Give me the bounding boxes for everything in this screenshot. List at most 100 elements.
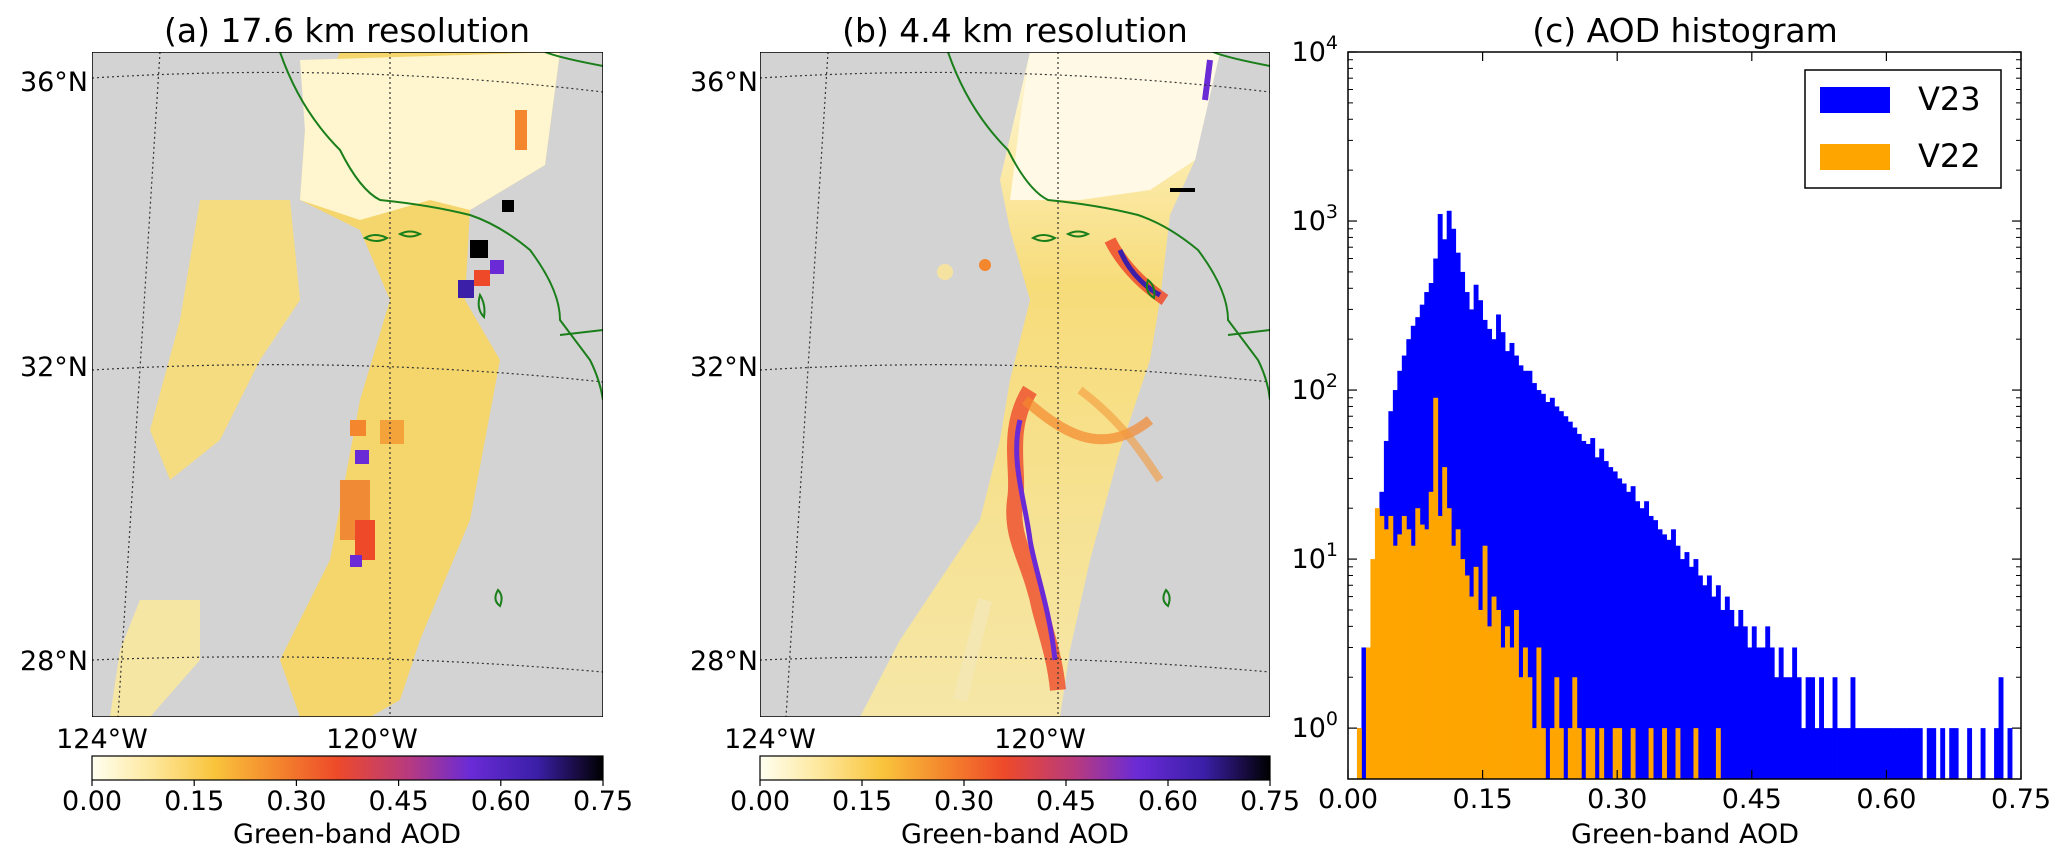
- bar-v23-107: [1828, 728, 1833, 779]
- bar-v23-99: [1792, 647, 1798, 779]
- bar-v23-126: [1913, 728, 1919, 779]
- bar-v23-36: [1509, 342, 1515, 779]
- bar-v22-42: [1536, 647, 1542, 779]
- bar-v23-50: [1572, 427, 1578, 779]
- bar-v23-69: [1657, 529, 1663, 779]
- bar-v23-24: [1455, 252, 1461, 779]
- bar-v22-67: [1648, 728, 1654, 779]
- bar-v23-93: [1765, 626, 1771, 779]
- bar-v23-22: [1446, 210, 1452, 779]
- panel-a-lat-32: 32°N: [20, 352, 88, 383]
- bar-v22-28: [1473, 566, 1479, 779]
- panel-a: (a) 17.6 km resolution: [20, 11, 633, 850]
- bar-v23-77: [1693, 559, 1699, 779]
- colorbar-a-tick-label-4: 0.60: [471, 786, 531, 817]
- bar-v22-39: [1522, 647, 1528, 779]
- panel-a-lon-124: 124°W: [56, 724, 148, 755]
- panel-b-title: (b) 4.4 km resolution: [842, 11, 1188, 50]
- bar-v23-96: [1778, 647, 1784, 779]
- bar-v23-38: [1518, 365, 1524, 779]
- bar-v23-46: [1554, 406, 1560, 779]
- bar-v23-49: [1567, 421, 1573, 779]
- bar-v23-62: [1626, 491, 1632, 779]
- panel-b-lon-124: 124°W: [724, 724, 816, 755]
- bar-v23-147: [2007, 728, 2013, 779]
- y-tick-label-3: 103: [1292, 201, 1338, 237]
- histogram-y-ticks: 100 101 102 103 104: [1292, 32, 2021, 744]
- bar-v23-44: [1545, 401, 1551, 779]
- panel-a-colorbar: 0.00 0.15 0.30 0.45 0.60 0.75 Green-band AOD: [62, 755, 633, 850]
- bar-v23-29: [1478, 300, 1483, 779]
- panel-b-lat-36: 36°N: [690, 67, 758, 98]
- bar-v23-76: [1688, 566, 1694, 779]
- bar-v23-84: [1724, 596, 1730, 779]
- bar-v22-15: [1415, 508, 1421, 779]
- bar-v23-92: [1760, 647, 1766, 779]
- bar-v23-82: [1715, 585, 1721, 779]
- bar-v23-65: [1639, 508, 1645, 779]
- bar-v23-20: [1437, 214, 1443, 779]
- panel-a-graticule: [92, 52, 603, 717]
- colorbar-a-tick-label-3: 0.45: [369, 786, 429, 817]
- bar-v23-58: [1608, 467, 1614, 779]
- bar-v23-79: [1702, 585, 1708, 779]
- bar-v22-22: [1446, 508, 1452, 779]
- bar-v22-4: [1365, 647, 1371, 779]
- bar-v22-10: [1392, 545, 1398, 779]
- bar-v23-89: [1747, 647, 1753, 779]
- bar-v23-64: [1635, 501, 1641, 779]
- bar-v22-29: [1478, 609, 1483, 779]
- bar-v23-27: [1469, 309, 1475, 779]
- bar-v22-53: [1585, 728, 1591, 779]
- bar-v23-121: [1890, 728, 1896, 779]
- colorbar-b-tick-label-1: 0.15: [832, 786, 892, 817]
- bar-v23-85: [1729, 609, 1735, 779]
- bar-v23-134: [1949, 728, 1955, 779]
- panel-b-colorbar-ticks: 0.00 0.15 0.30 0.45 0.60 0.75: [730, 780, 1300, 817]
- panel-b-lon-120: 120°W: [994, 724, 1086, 755]
- y-tick-label-1: 101: [1292, 539, 1338, 575]
- bar-v23-83: [1720, 609, 1726, 779]
- bar-v22-43: [1540, 728, 1546, 779]
- bar-v23-132: [1940, 728, 1946, 779]
- colorbar-b-tick-label-5: 0.75: [1240, 786, 1300, 817]
- bar-v23-34: [1500, 332, 1506, 779]
- bar-v23-31: [1487, 328, 1492, 779]
- panel-b: (b) 4.4 km resolution: [690, 11, 1300, 850]
- bar-v22-11: [1397, 534, 1403, 779]
- bar-v22-40: [1527, 677, 1533, 779]
- bar-v23-86: [1733, 626, 1739, 779]
- bar-v23-135: [1953, 728, 1959, 779]
- bar-v22-17: [1424, 529, 1430, 779]
- bar-v22-60: [1617, 728, 1623, 779]
- bar-v23-97: [1783, 677, 1789, 779]
- bar-v23-106: [1823, 728, 1829, 779]
- y-tick-label-0: 100: [1292, 708, 1338, 744]
- panel-b-lat-28: 28°N: [690, 646, 758, 677]
- bar-v22-82: [1715, 728, 1721, 779]
- bar-v23-56: [1599, 448, 1605, 779]
- bar-v23-116: [1868, 728, 1874, 779]
- bar-v22-12: [1401, 515, 1407, 779]
- bar-v23-118: [1877, 728, 1883, 779]
- bar-v23-109: [1837, 728, 1842, 779]
- bar-v23-95: [1774, 677, 1780, 779]
- bar-v23-43: [1540, 393, 1546, 779]
- colorbar-a-tick-label-2: 0.30: [266, 786, 326, 817]
- bar-v23-59: [1612, 471, 1618, 779]
- bar-v23-70: [1662, 534, 1667, 779]
- bar-v22-26: [1464, 575, 1470, 779]
- bar-v23-47: [1558, 411, 1564, 779]
- bar-v22-41: [1531, 728, 1537, 779]
- bar-v23-32: [1491, 339, 1497, 779]
- bar-v23-87: [1738, 609, 1744, 779]
- legend-label-v23: V23: [1918, 80, 1981, 118]
- bar-v23-68: [1653, 520, 1658, 779]
- bar-v23-115: [1863, 728, 1869, 779]
- bar-v23-26: [1464, 292, 1470, 779]
- bar-v23-74: [1680, 559, 1685, 779]
- panel-b-coastline: [947, 52, 1270, 608]
- bar-v22-35: [1505, 626, 1510, 779]
- bar-v22-46: [1554, 677, 1560, 779]
